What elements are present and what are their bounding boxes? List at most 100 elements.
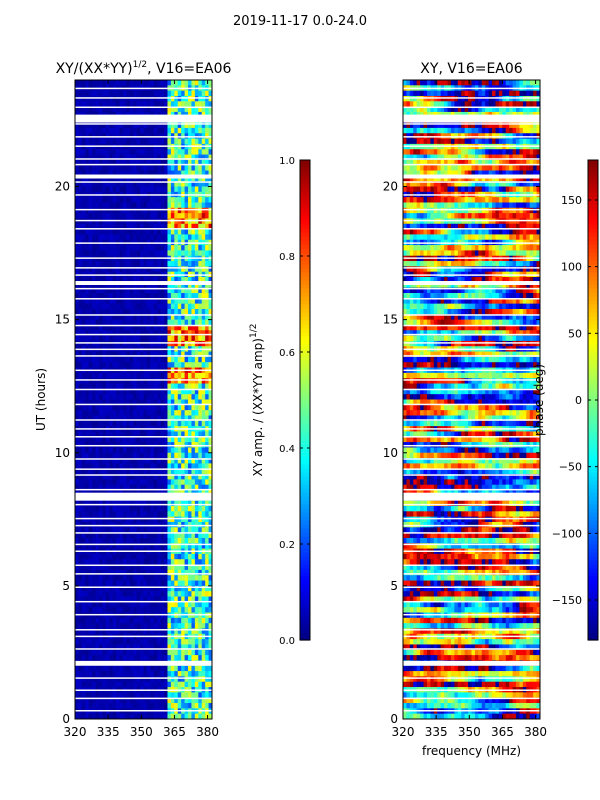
colorbar-swatch <box>300 276 310 281</box>
colorbar-swatch <box>300 580 310 585</box>
colorbar-tick-label: 0.6 <box>279 348 295 359</box>
colorbar-swatch <box>300 192 310 197</box>
y-axis-label: UT (hours) <box>34 368 48 431</box>
x-tick-label: 320 <box>392 725 415 739</box>
colorbar: −150 −100 −50 0 50 100 150 phase (deg) <box>532 159 599 641</box>
colorbar-swatch <box>300 452 310 457</box>
colorbar-swatch <box>588 212 598 217</box>
colorbar-swatch <box>300 400 310 405</box>
colorbar-swatch <box>300 416 310 421</box>
colorbar-swatch <box>588 388 598 393</box>
colorbar-swatch <box>300 352 310 357</box>
colorbar-swatch <box>300 572 310 577</box>
colorbar-swatch <box>588 180 598 185</box>
colorbar-tick-label: −150 <box>552 594 582 607</box>
colorbar-swatch <box>588 420 598 425</box>
colorbar-swatch <box>588 584 598 589</box>
colorbar-swatch <box>300 296 310 301</box>
x-tick-label: 335 <box>425 725 448 739</box>
colorbar-swatch <box>300 348 310 353</box>
colorbar-swatch <box>300 384 310 389</box>
y-tick-label: 20 <box>55 180 70 194</box>
colorbar-swatch <box>300 224 310 229</box>
colorbar-swatch <box>300 552 310 557</box>
colorbar-swatch <box>300 632 310 637</box>
chart-title: XY, V16=EA06 <box>420 61 522 77</box>
colorbar-swatch <box>588 520 598 525</box>
x-tick-label: 380 <box>196 725 219 739</box>
colorbar-swatch <box>300 300 310 305</box>
colorbar-swatch <box>300 608 310 613</box>
x-tick-label: 320 <box>64 725 87 739</box>
colorbar-swatch <box>300 620 310 625</box>
colorbar-swatch <box>588 324 598 329</box>
colorbar-swatch <box>300 636 310 641</box>
colorbar-swatch <box>300 616 310 621</box>
colorbar-swatch <box>300 280 310 285</box>
colorbar-swatch <box>588 536 598 541</box>
colorbar-swatch <box>300 220 310 225</box>
colorbar-swatch <box>300 272 310 277</box>
colorbar-swatch <box>588 496 598 501</box>
colorbar-swatch <box>300 540 310 545</box>
colorbar-swatch <box>588 320 598 325</box>
colorbar-swatch <box>300 528 310 533</box>
colorbar-swatch <box>300 212 310 217</box>
colorbar-swatch <box>300 496 310 501</box>
colorbar-swatch <box>300 596 310 601</box>
colorbar-swatch <box>300 324 310 329</box>
colorbar-swatch <box>300 504 310 509</box>
colorbar-swatch <box>588 616 598 621</box>
colorbar-swatch <box>300 520 310 525</box>
colorbar-swatch <box>300 340 310 345</box>
y-tick-label: 0 <box>390 712 398 726</box>
colorbar-swatch <box>588 280 598 285</box>
colorbar-swatch <box>300 332 310 337</box>
colorbar-swatch <box>300 500 310 505</box>
y-tick-label: 10 <box>383 446 398 460</box>
colorbar-swatch <box>300 428 310 433</box>
colorbar-swatch <box>588 636 598 641</box>
colorbar-swatch <box>300 448 310 453</box>
colorbar-swatch <box>588 172 598 177</box>
colorbar-tick-label: 50 <box>568 327 582 340</box>
colorbar-swatch <box>300 404 310 409</box>
x-tick-label: 365 <box>163 725 186 739</box>
colorbar: 0.0 0.2 0.4 0.6 0.8 1.0 XY amp. / (XX*YY amp)1… <box>249 156 311 647</box>
colorbar-swatch <box>588 432 598 437</box>
colorbar-swatch <box>588 216 598 221</box>
x-tick-label: 335 <box>97 725 120 739</box>
colorbar-swatch <box>588 328 598 333</box>
colorbar-swatch <box>300 488 310 493</box>
colorbar-swatch <box>588 560 598 565</box>
x-tick-label: 350 <box>458 725 481 739</box>
colorbar-swatch <box>588 508 598 513</box>
colorbar-swatch <box>588 196 598 201</box>
colorbar-swatch <box>300 548 310 553</box>
colorbar-swatch <box>588 204 598 209</box>
colorbar-swatch <box>300 176 310 181</box>
colorbar-swatch <box>588 332 598 337</box>
y-tick-label: 0 <box>62 712 70 726</box>
colorbar-swatch <box>588 592 598 597</box>
colorbar-swatch <box>588 440 598 445</box>
colorbar-swatch <box>588 268 598 273</box>
colorbar-swatch <box>300 464 310 469</box>
colorbar-swatch <box>588 416 598 421</box>
colorbar-tick-label: 150 <box>561 194 582 207</box>
colorbar-swatch <box>300 372 310 377</box>
y-tick-label: 15 <box>55 313 70 327</box>
colorbar-swatch <box>300 600 310 605</box>
colorbar-swatch <box>300 336 310 341</box>
colorbar-swatch <box>588 184 598 189</box>
colorbar-swatch <box>588 368 598 373</box>
colorbar-swatch <box>588 352 598 357</box>
figure-suptitle: 2019-11-17 0.0-24.0 <box>233 14 367 29</box>
colorbar-swatch <box>300 240 310 245</box>
colorbar-swatch <box>300 172 310 177</box>
colorbar-swatch <box>300 480 310 485</box>
colorbar-swatch <box>588 276 598 281</box>
colorbar-swatch <box>300 160 310 165</box>
colorbar-swatch <box>588 628 598 633</box>
colorbar-swatch <box>588 472 598 477</box>
